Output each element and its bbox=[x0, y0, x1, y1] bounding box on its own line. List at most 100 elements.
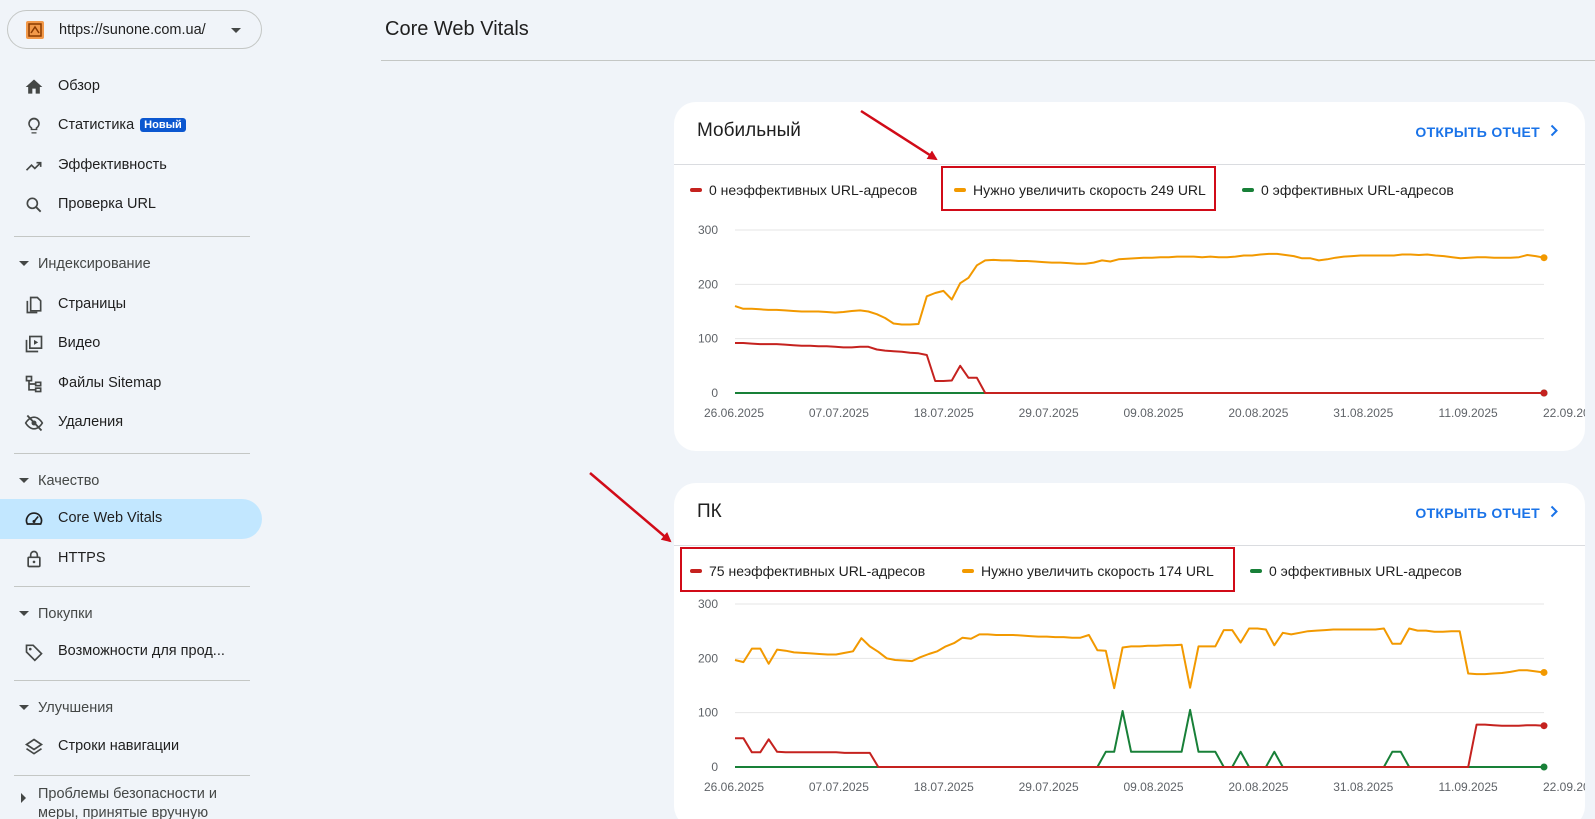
nav-item-overview[interactable]: Обзор bbox=[0, 67, 262, 107]
divider bbox=[14, 775, 250, 776]
x-tick-label: 11.09.2025 bbox=[1439, 780, 1498, 794]
open-report-label: ОТКРЫТЬ ОТЧЕТ bbox=[1415, 505, 1540, 521]
x-tick-label: 29.07.2025 bbox=[1019, 406, 1079, 420]
nav-item-label: HTTPS bbox=[58, 550, 106, 566]
trending-up-icon bbox=[24, 156, 44, 176]
nav-item-label: Эффективность bbox=[58, 157, 167, 173]
legend-label: 0 эффективных URL-адресов bbox=[1269, 563, 1462, 579]
nav-item-breadcrumbs[interactable]: Строки навигации bbox=[0, 727, 262, 767]
x-tick-label: 18.07.2025 bbox=[914, 406, 974, 420]
caret-down-icon bbox=[19, 261, 29, 266]
legend-poor[interactable]: 0 неэффективных URL-адресов bbox=[690, 180, 917, 200]
legend-swatch-poor bbox=[690, 569, 702, 573]
caret-right-icon bbox=[21, 793, 26, 803]
nav-item-label: Строки навигации bbox=[58, 738, 180, 754]
x-tick-label: 11.09.2025 bbox=[1439, 406, 1498, 420]
section-quality[interactable]: Качество bbox=[0, 463, 262, 499]
pages-icon bbox=[24, 295, 44, 315]
speedometer-icon bbox=[24, 509, 44, 529]
chevron-right-icon bbox=[1550, 124, 1559, 140]
annotation-box bbox=[680, 547, 1235, 592]
x-tick-label: 09.08.2025 bbox=[1123, 406, 1183, 420]
sidebar: https://sunone.com.ua/ Обзор Статистика Н… bbox=[0, 0, 262, 819]
divider bbox=[14, 236, 250, 237]
y-tick-label: 300 bbox=[698, 223, 718, 237]
section-indexing[interactable]: Индексирование bbox=[0, 246, 262, 282]
series-line-poor bbox=[735, 342, 1544, 394]
annotation-box bbox=[941, 166, 1216, 211]
legend-good[interactable]: 0 эффективных URL-адресов bbox=[1242, 180, 1454, 200]
open-report-button[interactable]: ОТКРЫТЬ ОТЧЕТ bbox=[1415, 505, 1559, 521]
nav-item-insights[interactable]: Статистика Новый bbox=[0, 106, 262, 146]
nav-item-core-web-vitals[interactable]: Core Web Vitals bbox=[0, 499, 262, 539]
nav-item-performance[interactable]: Эффективность bbox=[0, 146, 262, 186]
card-divider bbox=[674, 545, 1585, 546]
nav-item-https[interactable]: HTTPS bbox=[0, 539, 262, 579]
nav-item-label: Статистика Новый bbox=[58, 117, 186, 133]
nav-item-sitemaps[interactable]: Файлы Sitemap bbox=[0, 364, 262, 404]
y-tick-label: 100 bbox=[698, 706, 718, 720]
legend-improve[interactable]: Нужно увеличить скорость 174 URL bbox=[962, 561, 1214, 581]
nav-item-pages[interactable]: Страницы bbox=[0, 285, 262, 325]
lock-icon bbox=[24, 549, 44, 569]
search-icon bbox=[24, 195, 44, 215]
section-security[interactable]: Проблемы безопасности и меры, принятые в… bbox=[0, 781, 262, 819]
property-selector[interactable]: https://sunone.com.ua/ bbox=[7, 10, 262, 49]
divider bbox=[14, 680, 250, 681]
nav-item-video[interactable]: Видео bbox=[0, 324, 262, 364]
nav-item-label: Видео bbox=[58, 335, 101, 351]
section-enhancements[interactable]: Улучшения bbox=[0, 690, 262, 726]
mobile-chart: 300 200 100 0 26.06.2025 07.07.2025 18.07.2025… bbox=[698, 223, 1585, 420]
layers-icon bbox=[24, 737, 44, 757]
new-badge: Новый bbox=[140, 118, 186, 132]
legend-label: Нужно увеличить скорость 249 URL bbox=[973, 182, 1206, 198]
nav-item-label: Core Web Vitals bbox=[58, 510, 163, 526]
legend-swatch-improve bbox=[954, 188, 966, 192]
caret-down-icon bbox=[19, 611, 29, 616]
legend-swatch-good bbox=[1250, 569, 1262, 573]
legend-poor[interactable]: 75 неэффективных URL-адресов bbox=[690, 561, 925, 581]
series-line-poor bbox=[735, 723, 1545, 768]
series-end-point-improve bbox=[1540, 254, 1548, 262]
x-tick-label: 22.09.2025 bbox=[1543, 406, 1585, 420]
eye-off-icon bbox=[24, 413, 44, 433]
desktop-chart: 300 200 100 0 26.06.2025 07.07.2025 18.07.2025… bbox=[698, 597, 1585, 794]
sitemap-icon bbox=[24, 374, 44, 394]
lightbulb-icon bbox=[24, 116, 44, 136]
series-end-point-poor bbox=[1540, 389, 1548, 397]
nav-item-label: Проверка URL bbox=[58, 196, 156, 212]
nav-item-label: Файлы Sitemap bbox=[58, 375, 162, 391]
page-title: Core Web Vitals bbox=[385, 18, 529, 40]
caret-down-icon bbox=[19, 478, 29, 483]
nav-item-label: Возможности для прод... bbox=[58, 643, 225, 659]
legend-label: 0 неэффективных URL-адресов bbox=[709, 182, 918, 198]
property-url: https://sunone.com.ua/ bbox=[59, 21, 206, 38]
x-tick-label: 22.09.2025 bbox=[1543, 780, 1585, 794]
section-label: Улучшения bbox=[38, 700, 114, 716]
section-shopping[interactable]: Покупки bbox=[0, 596, 262, 632]
legend-label: 75 неэффективных URL-адресов bbox=[709, 563, 926, 579]
nav-item-label: Обзор bbox=[58, 78, 100, 94]
legend-label: Нужно увеличить скорость 174 URL bbox=[981, 563, 1214, 579]
legend-swatch-poor bbox=[690, 188, 702, 192]
insights-label: Статистика bbox=[58, 117, 135, 133]
nav-item-label: Страницы bbox=[58, 296, 127, 312]
chevron-down-icon bbox=[231, 28, 241, 33]
y-tick-label: 0 bbox=[711, 386, 718, 400]
video-icon bbox=[24, 334, 44, 354]
series-line-good bbox=[735, 708, 1544, 768]
series-end-point-improve bbox=[1540, 668, 1548, 676]
nav-item-url-inspection[interactable]: Проверка URL bbox=[0, 185, 262, 225]
nav-item-merchant[interactable]: Возможности для прод... bbox=[0, 632, 262, 672]
section-label: Качество bbox=[38, 473, 100, 489]
series-end-point-good bbox=[1540, 763, 1548, 771]
legend-good[interactable]: 0 эффективных URL-адресов bbox=[1250, 561, 1462, 581]
card-divider bbox=[674, 164, 1585, 165]
nav-item-removals[interactable]: Удаления bbox=[0, 403, 262, 443]
legend-improve[interactable]: Нужно увеличить скорость 249 URL bbox=[954, 180, 1206, 200]
section-label: Индексирование bbox=[38, 256, 151, 272]
site-favicon-icon bbox=[26, 20, 44, 39]
y-tick-label: 0 bbox=[711, 760, 718, 774]
open-report-button[interactable]: ОТКРЫТЬ ОТЧЕТ bbox=[1415, 124, 1559, 140]
x-tick-label: 20.08.2025 bbox=[1228, 780, 1288, 794]
